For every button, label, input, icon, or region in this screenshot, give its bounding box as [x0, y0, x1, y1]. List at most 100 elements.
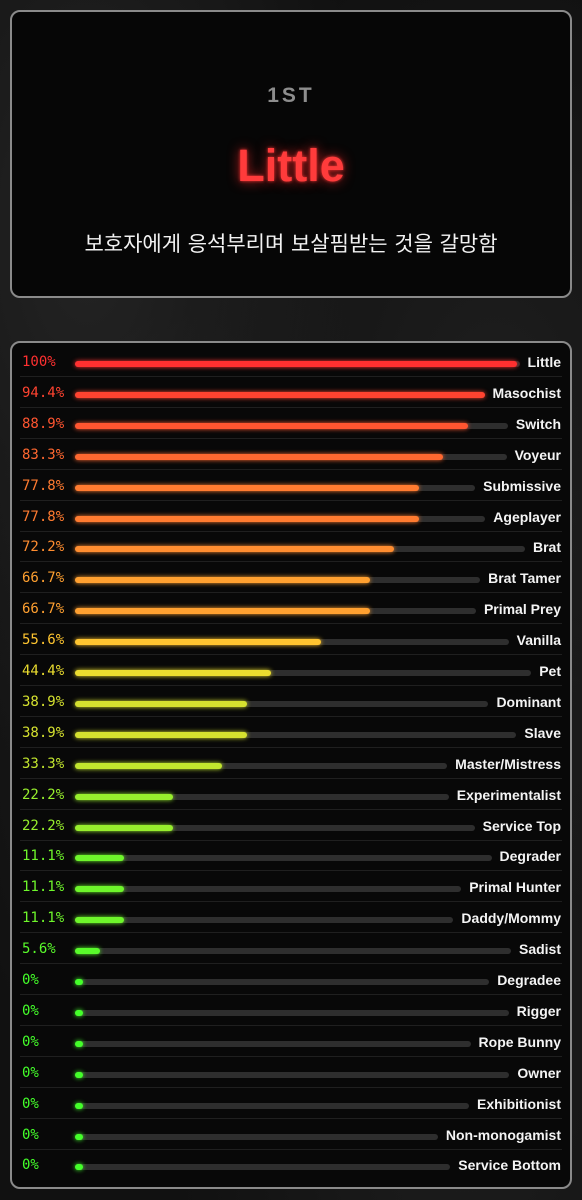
- category-label: Daddy/Mommy: [461, 910, 561, 927]
- percent-label: 11.1%: [22, 879, 65, 896]
- result-row: 0% Rigger: [12, 995, 570, 1026]
- category-label: Voyeur: [514, 446, 561, 463]
- percent-label: 94.4%: [22, 384, 65, 401]
- bar-fill: [75, 917, 125, 924]
- bar-track: [75, 453, 507, 460]
- row-divider: [20, 437, 562, 439]
- row-divider: [20, 870, 562, 872]
- category-label: Rigger: [516, 1002, 561, 1019]
- row-divider: [20, 808, 562, 810]
- bar-track: [75, 1164, 451, 1171]
- percent-label: 11.1%: [22, 910, 65, 927]
- bar-track: [75, 917, 454, 924]
- bar-fill: [75, 793, 174, 800]
- row-divider: [20, 376, 562, 377]
- bar-track: [75, 731, 517, 738]
- bar-track: [75, 515, 486, 522]
- row-divider: [20, 932, 562, 934]
- result-row: 72.2% Brat: [12, 531, 570, 563]
- bar-track: [75, 639, 509, 646]
- row-divider: [20, 994, 562, 995]
- bar-fill: [75, 639, 321, 646]
- percent-label: 22.2%: [22, 817, 65, 834]
- percent-label: 0%: [22, 1126, 39, 1143]
- bar-track: [75, 948, 511, 955]
- bar-track: [75, 608, 476, 615]
- bar-fill: [75, 824, 174, 831]
- category-label: Brat: [532, 539, 561, 556]
- bar-fill: [75, 1071, 83, 1078]
- bar-track: [75, 762, 448, 769]
- category-label: Switch: [515, 415, 561, 432]
- bar-track: [75, 422, 508, 429]
- result-row: 94.4% Masochist: [12, 377, 570, 408]
- percent-label: 88.9%: [22, 415, 65, 432]
- row-divider: [20, 499, 562, 501]
- percent-label: 0%: [22, 1064, 39, 1081]
- row-divider: [20, 654, 562, 656]
- result-row: 0% Service Bottom: [12, 1149, 570, 1180]
- row-divider: [20, 561, 562, 563]
- bar-fill: [75, 1164, 83, 1171]
- bar-track: [75, 484, 476, 491]
- row-divider: [20, 839, 562, 841]
- bar-fill: [75, 731, 247, 738]
- percent-label: 38.9%: [22, 693, 65, 710]
- result-row: 0% Degradee: [12, 964, 570, 995]
- bar-track: [75, 1102, 469, 1109]
- category-label: Vanilla: [516, 632, 561, 649]
- result-description: 보호자에게 응석부리며 보살핌받는 것을 갈망함: [84, 232, 498, 256]
- category-label: Master/Mistress: [455, 755, 561, 772]
- result-row: 44.4% Pet: [12, 655, 570, 686]
- result-row: 11.1% Degrader: [12, 840, 570, 872]
- result-row: 22.2% Experimentalist: [12, 779, 570, 810]
- bar-fill: [75, 670, 272, 676]
- top-result-card: 1ST Little 보호자에게 응석부리며 보살핌받는 것을 갈망함: [10, 10, 572, 298]
- result-row: 11.1% Daddy/Mommy: [12, 902, 570, 934]
- category-label: Primal Hunter: [469, 879, 561, 896]
- category-label: Owner: [517, 1064, 561, 1081]
- percent-label: 83.3%: [22, 446, 65, 463]
- bar-fill: [75, 515, 419, 522]
- bar-track: [75, 793, 449, 800]
- category-label: Service Bottom: [458, 1157, 561, 1174]
- category-label: Pet: [539, 663, 561, 679]
- percent-label: 22.2%: [22, 786, 65, 803]
- bar-fill: [75, 948, 100, 955]
- bar-track: [75, 855, 492, 862]
- bar-fill: [75, 608, 370, 615]
- bar-fill: [75, 1102, 83, 1109]
- bar-track: [75, 1040, 471, 1047]
- bar-track: [75, 824, 475, 831]
- category-label: Ageplayer: [493, 508, 561, 525]
- bar-track: [75, 670, 532, 676]
- bar-fill: [75, 700, 247, 707]
- result-row: 0% Non-monogamist: [12, 1119, 570, 1150]
- row-divider: [20, 1055, 562, 1057]
- category-label: Exhibitionist: [477, 1095, 561, 1112]
- category-label: Little: [527, 354, 561, 370]
- row-divider: [20, 777, 562, 779]
- row-divider: [20, 1024, 562, 1026]
- row-divider: [20, 685, 562, 686]
- result-row: 83.3% Voyeur: [12, 439, 570, 470]
- bar-fill: [75, 855, 125, 862]
- row-divider: [20, 963, 562, 965]
- row-divider: [20, 715, 562, 717]
- category-label: Non-monogamist: [445, 1126, 561, 1143]
- percent-label: 66.7%: [22, 601, 65, 618]
- percent-label: 66.7%: [22, 570, 65, 587]
- bar-track: [75, 577, 481, 584]
- percent-label: 33.3%: [22, 755, 65, 772]
- percent-label: 100%: [22, 354, 56, 370]
- bar-track: [75, 1071, 510, 1078]
- row-divider: [20, 530, 562, 532]
- result-row: 55.6% Vanilla: [12, 624, 570, 656]
- result-row: 22.2% Service Top: [12, 810, 570, 841]
- result-row: 88.9% Switch: [12, 408, 570, 439]
- category-label: Primal Prey: [483, 601, 561, 618]
- result-row: 77.8% Ageplayer: [12, 501, 570, 532]
- bar-fill: [75, 361, 517, 367]
- bar-track: [75, 1009, 509, 1016]
- category-label: Sadist: [518, 941, 561, 958]
